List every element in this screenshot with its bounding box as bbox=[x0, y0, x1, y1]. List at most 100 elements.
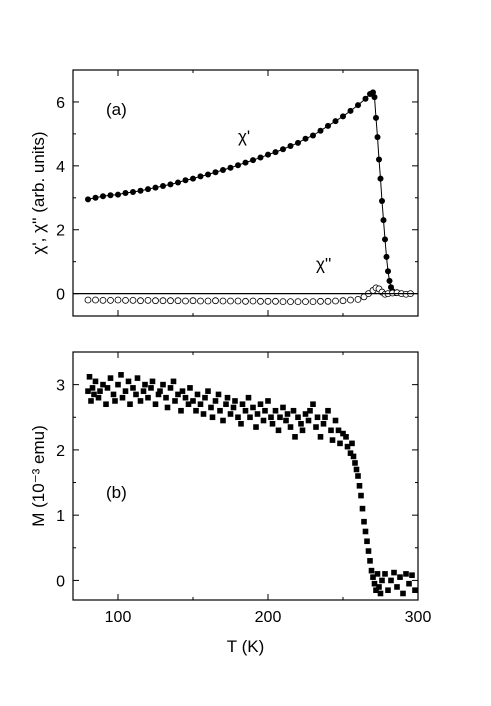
data-point bbox=[376, 584, 382, 590]
panel-b-y-axis-label: M (10⁻³ emu) bbox=[29, 425, 48, 527]
y-tick-label-0: 0 bbox=[56, 573, 65, 590]
data-point bbox=[332, 118, 339, 125]
data-point bbox=[217, 407, 223, 414]
data-point bbox=[107, 296, 114, 304]
data-point bbox=[280, 404, 286, 411]
data-point bbox=[227, 411, 234, 417]
data-point bbox=[89, 385, 96, 391]
data-point bbox=[332, 297, 339, 305]
data-point bbox=[373, 114, 379, 121]
chart-panel-a: 0 2 4 6 (a) χ', χ'' (arb. units) χ' χ'' bbox=[29, 69, 419, 317]
data-point bbox=[403, 571, 409, 577]
data-point bbox=[209, 414, 216, 421]
data-point bbox=[262, 407, 268, 414]
data-point bbox=[329, 437, 336, 443]
data-point bbox=[364, 538, 370, 545]
data-point bbox=[174, 297, 182, 305]
data-point bbox=[247, 414, 253, 421]
data-point bbox=[157, 388, 163, 394]
data-point bbox=[400, 590, 406, 597]
data-point bbox=[142, 381, 148, 388]
data-point bbox=[137, 187, 144, 194]
data-point bbox=[100, 193, 106, 200]
data-point bbox=[107, 192, 114, 199]
data-point bbox=[356, 482, 363, 489]
data-point bbox=[86, 374, 93, 380]
data-point bbox=[344, 443, 351, 450]
data-point bbox=[227, 297, 234, 305]
data-point bbox=[145, 186, 151, 193]
panel-a-label: (a) bbox=[106, 100, 127, 119]
data-point bbox=[122, 190, 129, 196]
data-point bbox=[268, 414, 274, 421]
data-point bbox=[385, 587, 391, 594]
data-point bbox=[182, 394, 189, 401]
data-point bbox=[197, 297, 204, 305]
data-point bbox=[189, 297, 197, 305]
data-point bbox=[347, 296, 354, 304]
y-tick-label-6: 6 bbox=[56, 95, 65, 112]
data-point bbox=[140, 388, 147, 394]
data-point bbox=[295, 414, 301, 421]
data-point bbox=[362, 528, 369, 535]
data-point bbox=[355, 102, 361, 109]
panel-a-data-layer bbox=[84, 89, 414, 306]
data-point bbox=[115, 381, 121, 388]
data-point bbox=[279, 298, 287, 306]
data-point bbox=[212, 169, 219, 176]
data-point bbox=[197, 401, 204, 408]
panel-a-y-axis-label: χ', χ'' (arb. units) bbox=[29, 131, 48, 254]
data-point bbox=[368, 567, 375, 574]
data-point bbox=[294, 298, 302, 306]
data-point bbox=[200, 411, 207, 417]
data-point bbox=[110, 391, 117, 398]
data-point bbox=[412, 587, 418, 594]
data-point bbox=[325, 407, 331, 414]
y-tick-label-4: 4 bbox=[56, 159, 65, 176]
y-tick-label-0: 0 bbox=[56, 287, 65, 304]
data-point bbox=[295, 139, 301, 146]
data-point bbox=[317, 434, 324, 440]
data-point bbox=[149, 378, 156, 385]
data-point bbox=[152, 297, 159, 305]
data-point bbox=[257, 401, 264, 408]
data-point bbox=[374, 571, 381, 577]
data-point bbox=[377, 175, 384, 182]
x-tick-label-300: 300 bbox=[405, 609, 432, 626]
data-point bbox=[299, 427, 306, 434]
data-point bbox=[235, 414, 241, 421]
data-point bbox=[386, 277, 393, 284]
data-point bbox=[380, 217, 387, 224]
data-point bbox=[160, 381, 166, 388]
data-point bbox=[160, 182, 166, 189]
data-point bbox=[379, 577, 385, 584]
data-point bbox=[391, 569, 397, 576]
data-point bbox=[371, 94, 378, 101]
data-point bbox=[92, 378, 99, 385]
data-point bbox=[324, 297, 332, 305]
data-point bbox=[205, 171, 211, 178]
data-point bbox=[307, 407, 313, 414]
data-point bbox=[130, 385, 136, 391]
data-point bbox=[137, 398, 144, 404]
data-point bbox=[235, 162, 241, 169]
data-point bbox=[365, 548, 372, 554]
data-point bbox=[85, 388, 91, 394]
panel-b-frame bbox=[72, 351, 419, 601]
data-point bbox=[223, 401, 229, 408]
data-point bbox=[257, 297, 264, 305]
data-point bbox=[220, 166, 226, 173]
data-point bbox=[179, 388, 186, 394]
data-point bbox=[283, 417, 289, 424]
data-point bbox=[212, 398, 219, 404]
data-point bbox=[172, 398, 178, 404]
data-point bbox=[159, 297, 167, 305]
data-point bbox=[245, 394, 252, 401]
data-point bbox=[232, 398, 238, 404]
data-point bbox=[152, 401, 159, 408]
data-point bbox=[187, 385, 193, 391]
data-point bbox=[335, 427, 342, 434]
data-point bbox=[317, 127, 324, 134]
data-point bbox=[197, 173, 204, 180]
data-point bbox=[119, 394, 126, 401]
